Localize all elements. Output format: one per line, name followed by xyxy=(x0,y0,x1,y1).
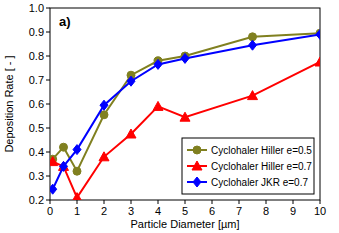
y-tick-label: 0.8 xyxy=(29,50,44,62)
x-tick-label: 7 xyxy=(236,205,242,217)
data-point xyxy=(126,129,136,138)
legend-marker xyxy=(192,161,202,170)
data-point xyxy=(99,152,109,161)
data-point xyxy=(73,145,81,155)
x-tick-label: 4 xyxy=(155,205,161,217)
data-point xyxy=(248,91,258,100)
data-point xyxy=(316,29,320,39)
data-point xyxy=(50,184,57,194)
y-tick xyxy=(46,128,50,129)
legend-box xyxy=(182,138,314,194)
x-tick xyxy=(320,200,321,204)
y-tick xyxy=(46,32,50,33)
x-tick xyxy=(266,200,267,204)
data-point xyxy=(249,40,257,50)
data-point xyxy=(180,112,190,121)
x-tick xyxy=(131,200,132,204)
data-point xyxy=(100,100,108,110)
x-tick-label: 10 xyxy=(314,205,326,217)
x-tick xyxy=(212,200,213,204)
x-tick-label: 2 xyxy=(101,205,107,217)
x-tick xyxy=(158,200,159,204)
y-tick xyxy=(46,200,50,201)
legend-label: Cyclohaler Hiller e=0.5 xyxy=(211,145,312,156)
data-point xyxy=(60,143,68,151)
legend: Cyclohaler Hiller e=0.5 Cyclohaler Hiller… xyxy=(182,138,314,194)
y-tick-label: 0.9 xyxy=(29,26,44,38)
plot-frame xyxy=(50,8,320,200)
x-tick-label: 9 xyxy=(290,205,296,217)
data-point xyxy=(181,53,189,63)
x-tick-label: 1 xyxy=(74,205,80,217)
legend-label: Cyclohaler Hiller e=0.7 xyxy=(211,161,312,172)
x-tick xyxy=(50,200,51,204)
data-point xyxy=(315,57,320,66)
data-point xyxy=(73,167,81,175)
y-tick xyxy=(46,8,50,9)
data-point xyxy=(50,157,58,166)
y-tick-label: 1.0 xyxy=(29,2,44,14)
y-tick-label: 0.5 xyxy=(29,122,44,134)
x-tick-label: 5 xyxy=(182,205,188,217)
y-tick xyxy=(46,104,50,105)
legend-marker xyxy=(193,177,201,187)
x-tick-label: 6 xyxy=(209,205,215,217)
x-tick xyxy=(293,200,294,204)
x-tick-label: 8 xyxy=(263,205,269,217)
y-tick xyxy=(46,176,50,177)
y-tick xyxy=(46,56,50,57)
y-tick-label: 0.2 xyxy=(29,194,44,206)
annotation: a) xyxy=(59,14,71,29)
series-line xyxy=(53,62,320,198)
data-point xyxy=(127,76,135,86)
x-tick xyxy=(185,200,186,204)
x-axis-label: Particle Diameter [µm] xyxy=(130,218,239,230)
data-point xyxy=(72,193,82,200)
x-tick-label: 3 xyxy=(128,205,134,217)
x-tick xyxy=(104,200,105,204)
chart: 0 1 2 3 4 5 6 7 8 9 10 0.2 0.3 0.4 0.5 0.6 0.7 0.8 0.9 1.0 P… xyxy=(0,0,339,233)
legend-label: Cyclohaler JKR e=0.7 xyxy=(211,177,308,188)
data-point xyxy=(60,161,68,171)
data-point xyxy=(154,59,162,69)
x-tick xyxy=(77,200,78,204)
y-tick xyxy=(46,152,50,153)
y-tick-label: 0.7 xyxy=(29,74,44,86)
legend-marker xyxy=(193,146,201,154)
series-group xyxy=(50,29,320,200)
y-axis-label: Deposition Rate [ - ] xyxy=(3,55,15,152)
x-tick-label: 0 xyxy=(47,205,53,217)
data-point xyxy=(153,101,163,110)
y-tick xyxy=(46,80,50,81)
x-tick xyxy=(239,200,240,204)
y-tick-label: 0.6 xyxy=(29,98,44,110)
y-tick-label: 0.4 xyxy=(29,146,44,158)
y-tick-label: 0.3 xyxy=(29,170,44,182)
data-point xyxy=(100,111,108,119)
